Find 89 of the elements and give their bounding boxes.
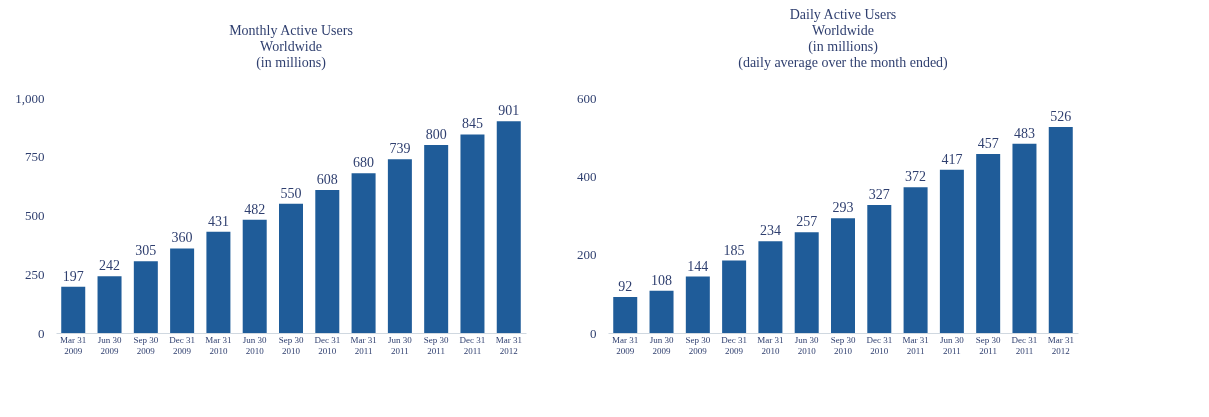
x-tick-label: Mar 31 2012 bbox=[495, 334, 522, 356]
data-label: 901 bbox=[498, 103, 520, 119]
bar bbox=[387, 159, 412, 333]
y-tick-label: 250 bbox=[25, 266, 45, 282]
data-label: 482 bbox=[244, 201, 266, 217]
bar bbox=[939, 169, 964, 333]
data-label: 483 bbox=[1013, 125, 1035, 141]
data-label: 800 bbox=[425, 127, 447, 142]
x-tick-label: Sep 30 2011 bbox=[975, 334, 1002, 356]
data-label: 108 bbox=[651, 272, 673, 288]
bar bbox=[496, 121, 521, 333]
data-label: 305 bbox=[135, 243, 157, 259]
x-tick-label: Jun 30 2009 bbox=[97, 334, 122, 356]
x-tick-label: Jun 30 2010 bbox=[242, 334, 268, 356]
x-tick-label: Sep 30 2011 bbox=[423, 334, 450, 356]
y-tick-label: 600 bbox=[577, 90, 597, 106]
x-tick-label: Dec 31 2009 bbox=[721, 334, 747, 356]
data-label: 680 bbox=[353, 155, 375, 171]
bar bbox=[97, 276, 122, 333]
data-label: 608 bbox=[316, 172, 338, 188]
data-label: 739 bbox=[389, 141, 411, 157]
x-tick-label: Dec 31 2011 bbox=[459, 334, 486, 356]
x-tick-label: Mar 31 2011 bbox=[902, 334, 929, 356]
y-tick-label: 0 bbox=[38, 325, 45, 341]
bar bbox=[170, 248, 195, 333]
data-label: 197 bbox=[62, 268, 84, 284]
x-tick-label: Jun 30 2010 bbox=[794, 334, 820, 356]
bar bbox=[460, 134, 485, 333]
bar bbox=[206, 231, 231, 333]
bar bbox=[1012, 143, 1037, 333]
x-tick-label: Mar 31 2012 bbox=[1047, 334, 1074, 356]
x-tick-label: Mar 31 2010 bbox=[757, 334, 784, 356]
bar bbox=[1048, 126, 1073, 333]
x-tick-label: Dec 31 2010 bbox=[314, 334, 341, 356]
x-tick-label: Mar 31 2011 bbox=[350, 334, 377, 356]
x-tick-label: Dec 31 2009 bbox=[169, 334, 195, 356]
data-label: 234 bbox=[759, 223, 781, 239]
y-tick-label: 400 bbox=[577, 168, 597, 184]
x-tick-label: Jun 30 2011 bbox=[940, 334, 965, 356]
bar bbox=[242, 219, 267, 333]
data-label: 242 bbox=[99, 258, 121, 274]
data-label: 360 bbox=[171, 230, 193, 246]
x-tick-label: Sep 30 2010 bbox=[278, 334, 304, 356]
y-tick-label: 750 bbox=[25, 149, 45, 165]
x-tick-label: Dec 31 2010 bbox=[866, 334, 893, 356]
chart-title: Monthly Active Users Worldwide (in millions) bbox=[229, 23, 353, 71]
bar bbox=[867, 204, 892, 333]
x-tick-label: Mar 31 2010 bbox=[205, 334, 232, 356]
x-tick-label: Jun 30 2009 bbox=[649, 334, 674, 356]
bar bbox=[903, 187, 928, 333]
data-label: 417 bbox=[941, 151, 963, 167]
y-tick-label: 1,000 bbox=[15, 90, 45, 106]
bar bbox=[722, 260, 747, 333]
bar bbox=[758, 241, 783, 333]
data-label: 431 bbox=[207, 213, 229, 229]
x-tick-label: Sep 30 2009 bbox=[685, 334, 711, 356]
y-tick-label: 0 bbox=[590, 325, 597, 341]
data-label: 526 bbox=[1050, 108, 1072, 124]
bar bbox=[685, 276, 710, 333]
data-label: 185 bbox=[723, 242, 745, 258]
chart-title: Daily Active Users Worldwide (in millions) (daily average over the month ended) bbox=[738, 7, 949, 71]
bar bbox=[424, 145, 449, 333]
data-label: 550 bbox=[280, 185, 302, 201]
bar bbox=[133, 261, 158, 333]
bar bbox=[794, 232, 819, 333]
data-label: 372 bbox=[905, 169, 927, 185]
x-tick-label: Mar 31 2009 bbox=[60, 334, 87, 356]
bar bbox=[976, 154, 1001, 333]
data-label: 144 bbox=[687, 258, 709, 274]
bar bbox=[613, 296, 638, 333]
data-label: 293 bbox=[832, 200, 854, 216]
bar bbox=[61, 286, 86, 333]
x-tick-label: Sep 30 2009 bbox=[133, 334, 159, 356]
x-tick-label: Dec 31 2011 bbox=[1011, 334, 1038, 356]
bar bbox=[279, 203, 303, 333]
x-tick-label: Sep 30 2010 bbox=[830, 334, 856, 356]
data-label: 327 bbox=[868, 186, 890, 202]
bar bbox=[649, 290, 674, 333]
x-tick-label: Jun 30 2011 bbox=[388, 334, 413, 356]
y-tick-label: 500 bbox=[25, 208, 45, 223]
bar bbox=[831, 218, 855, 333]
data-label: 257 bbox=[796, 214, 818, 230]
y-tick-label: 200 bbox=[577, 247, 597, 263]
data-label: 845 bbox=[461, 116, 483, 132]
bar bbox=[351, 173, 376, 333]
data-label: 457 bbox=[977, 136, 999, 152]
x-tick-label: Mar 31 2009 bbox=[612, 334, 639, 356]
bar bbox=[315, 190, 340, 333]
data-label: 92 bbox=[618, 278, 633, 294]
